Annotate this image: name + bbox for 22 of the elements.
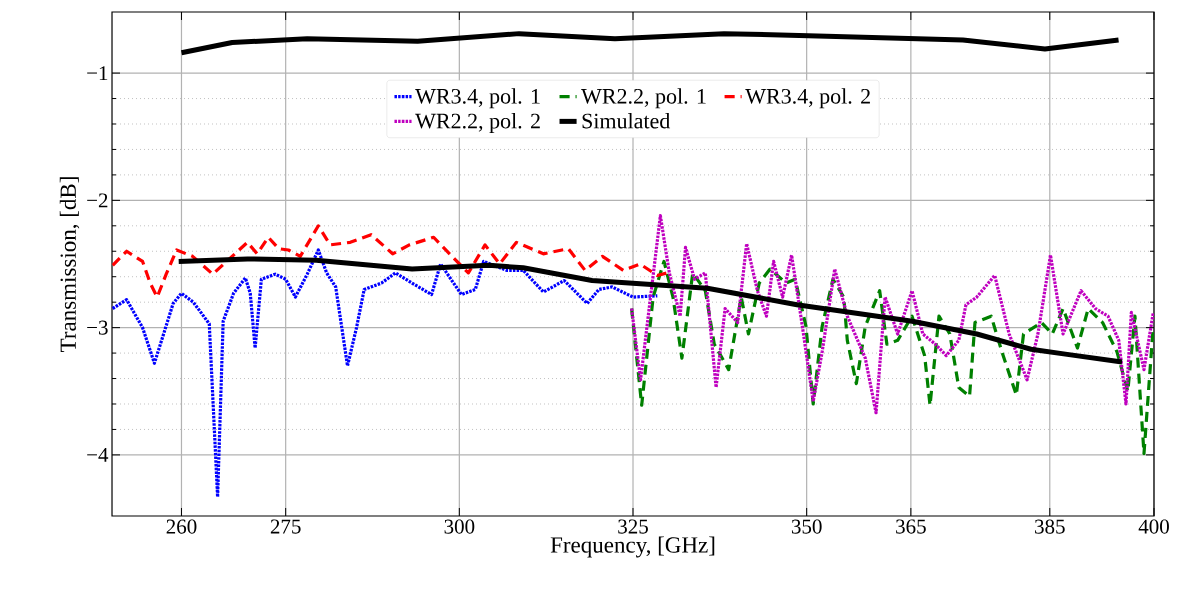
x-tick-label: 325: [618, 519, 648, 534]
y-tick-label: −2: [87, 193, 108, 208]
y-tick-label: −4: [87, 447, 109, 462]
y-axis-title: Transmission, [dB]: [59, 177, 80, 352]
y-tick-label: −1: [87, 66, 108, 81]
x-axis-title: Frequency, [GHz]: [550, 536, 715, 558]
x-tick-label: 400: [1138, 519, 1169, 534]
legend-label: Simulated: [582, 113, 671, 129]
line-series: [630, 214, 1154, 415]
x-tick-label: 385: [1035, 519, 1065, 534]
y-tick-label: −3: [87, 320, 108, 335]
line-series: [630, 259, 1154, 456]
legend-label: WR2.2, pol. 1: [581, 88, 706, 109]
legend-label: WR3.4, pol. 2: [745, 88, 870, 109]
legend-label: WR2.2, pol. 2: [415, 113, 540, 133]
x-tick-label: 350: [791, 519, 822, 534]
x-tick-label: 300: [444, 519, 475, 534]
x-tick-label: 260: [166, 519, 197, 534]
x-tick-label: 365: [896, 519, 926, 534]
legend-label: WR3.4, pol. 1: [415, 88, 540, 109]
line-series: [112, 248, 659, 499]
x-tick-label: 275: [270, 519, 301, 534]
